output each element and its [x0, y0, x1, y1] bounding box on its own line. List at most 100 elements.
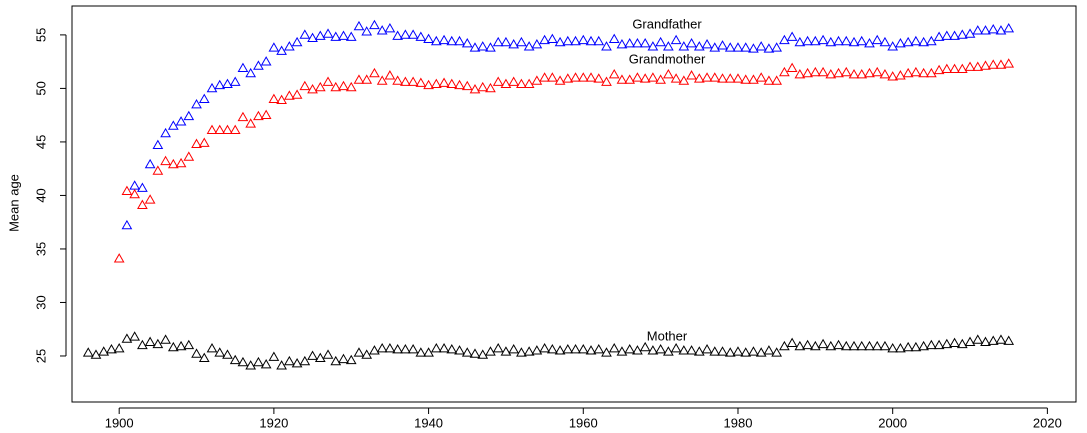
data-point	[964, 336, 976, 346]
data-point	[144, 336, 156, 346]
data-point	[864, 37, 875, 48]
data-point	[291, 36, 303, 47]
data-point	[987, 59, 999, 69]
data-point	[786, 337, 798, 348]
data-point	[345, 81, 357, 92]
data-point	[771, 75, 783, 85]
data-point	[477, 81, 489, 92]
x-tick-label: 1900	[105, 415, 134, 430]
data-point	[918, 36, 929, 47]
data-point	[678, 345, 690, 355]
data-point	[972, 61, 984, 71]
data-point	[763, 345, 775, 355]
data-point	[856, 35, 868, 46]
data-point	[608, 33, 620, 44]
data-point	[779, 66, 790, 77]
data-point	[1003, 58, 1015, 68]
data-point	[686, 70, 697, 80]
data-point	[407, 29, 419, 39]
data-point	[345, 31, 357, 41]
data-point	[902, 341, 914, 352]
data-point	[856, 68, 868, 79]
data-point	[809, 66, 821, 77]
data-point	[183, 151, 195, 161]
data-point	[384, 70, 396, 80]
data-point	[160, 155, 171, 166]
data-point	[570, 344, 581, 354]
data-point	[361, 74, 373, 84]
data-point	[647, 41, 659, 51]
data-point	[608, 68, 620, 79]
data-point	[268, 42, 280, 52]
data-point	[724, 347, 736, 357]
data-point	[732, 73, 744, 83]
data-point	[941, 63, 953, 74]
data-point	[616, 74, 628, 84]
x-tick-label: 1920	[259, 415, 288, 430]
data-point	[144, 158, 156, 169]
data-point	[833, 35, 844, 46]
data-point	[183, 339, 195, 350]
data-point	[129, 180, 141, 190]
data-point	[964, 28, 976, 38]
data-point	[639, 341, 651, 352]
data-point	[585, 345, 597, 355]
data-point	[632, 345, 643, 355]
data-point	[469, 42, 481, 52]
data-point	[90, 349, 102, 359]
x-tick-label: 1980	[724, 415, 753, 430]
data-point	[260, 109, 272, 120]
data-point	[956, 338, 968, 349]
data-point	[655, 36, 666, 47]
data-point	[554, 36, 566, 47]
data-point	[608, 342, 620, 353]
data-point	[879, 68, 891, 79]
data-point	[601, 76, 612, 86]
data-point	[871, 34, 883, 45]
data-point	[918, 340, 929, 351]
data-point	[918, 67, 929, 78]
data-point	[160, 127, 171, 138]
data-point	[848, 36, 860, 47]
data-point	[338, 353, 349, 364]
data-point	[113, 253, 125, 263]
data-point	[322, 349, 334, 359]
data-point	[786, 62, 798, 72]
data-point	[492, 36, 504, 47]
data-point	[794, 36, 806, 47]
data-point	[701, 344, 713, 354]
x-tick-label: 1940	[414, 415, 443, 430]
data-point	[809, 340, 821, 351]
data-point	[531, 345, 543, 355]
data-point	[980, 60, 991, 70]
data-point	[531, 39, 543, 49]
data-point	[222, 349, 233, 359]
data-point	[485, 346, 496, 356]
data-point	[817, 66, 829, 77]
data-point	[198, 93, 210, 103]
data-point	[632, 72, 643, 82]
data-point	[253, 356, 264, 367]
data-point	[779, 340, 790, 351]
data-point	[353, 20, 365, 31]
data-point	[229, 76, 241, 86]
data-point	[678, 41, 690, 51]
data-point	[198, 137, 210, 147]
data-point	[314, 352, 326, 362]
y-tick-label: 45	[33, 135, 48, 149]
data-point	[376, 342, 388, 353]
data-point	[268, 93, 280, 103]
data-point	[554, 345, 566, 355]
data-point	[137, 182, 148, 192]
data-point	[794, 340, 806, 351]
data-point	[392, 30, 404, 40]
data-point	[748, 74, 759, 84]
data-point	[121, 333, 133, 343]
data-point	[1003, 22, 1015, 33]
data-point	[214, 124, 226, 135]
data-point	[369, 345, 380, 355]
series-label: Grandmother	[629, 51, 706, 66]
data-point	[925, 67, 937, 78]
data-point	[516, 347, 527, 357]
data-point	[763, 43, 775, 53]
